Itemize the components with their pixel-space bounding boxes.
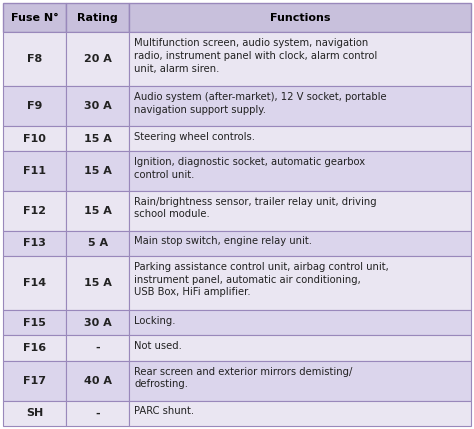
Bar	[129, 401, 471, 426]
Bar	[66, 335, 129, 361]
Bar	[66, 310, 129, 335]
Text: 15 A: 15 A	[84, 206, 112, 216]
Text: PARC shunt.: PARC shunt.	[134, 406, 194, 416]
Text: 5 A: 5 A	[88, 239, 108, 248]
Text: 15 A: 15 A	[84, 166, 112, 176]
Text: Not used.: Not used.	[134, 341, 182, 351]
Bar	[66, 86, 129, 126]
Bar	[3, 310, 66, 335]
Text: F14: F14	[23, 278, 46, 288]
Bar	[3, 151, 66, 191]
Bar	[129, 191, 471, 231]
Bar	[129, 151, 471, 191]
Bar	[129, 256, 471, 310]
Bar	[3, 335, 66, 361]
Text: F9: F9	[27, 101, 42, 111]
Text: Parking assistance control unit, airbag control unit,
instrument panel, automati: Parking assistance control unit, airbag …	[134, 262, 389, 297]
Bar	[3, 33, 66, 86]
Text: F8: F8	[27, 54, 42, 64]
Text: 30 A: 30 A	[84, 317, 112, 328]
Text: 20 A: 20 A	[84, 54, 112, 64]
Bar	[66, 401, 129, 426]
Bar	[129, 3, 471, 33]
Bar	[129, 310, 471, 335]
Text: F11: F11	[23, 166, 46, 176]
Text: F17: F17	[23, 376, 46, 386]
Text: F12: F12	[23, 206, 46, 216]
Bar	[129, 33, 471, 86]
Text: Fuse N°: Fuse N°	[11, 13, 58, 23]
Text: Rain/brightness sensor, trailer relay unit, driving
school module.: Rain/brightness sensor, trailer relay un…	[134, 196, 377, 220]
Bar	[66, 3, 129, 33]
Text: Rear screen and exterior mirrors demisting/
defrosting.: Rear screen and exterior mirrors demisti…	[134, 366, 353, 390]
Bar	[129, 361, 471, 401]
Text: Functions: Functions	[270, 13, 330, 23]
Text: F13: F13	[23, 239, 46, 248]
Bar	[3, 401, 66, 426]
Text: Audio system (after-market), 12 V socket, portable
navigation support supply.: Audio system (after-market), 12 V socket…	[134, 92, 387, 115]
Text: Locking.: Locking.	[134, 316, 176, 326]
Bar	[3, 191, 66, 231]
Bar	[66, 191, 129, 231]
Bar	[3, 361, 66, 401]
Bar	[129, 335, 471, 361]
Text: F10: F10	[23, 133, 46, 144]
Text: -: -	[95, 343, 100, 353]
Bar	[3, 86, 66, 126]
Bar	[3, 126, 66, 151]
Bar	[66, 126, 129, 151]
Text: F15: F15	[23, 317, 46, 328]
Text: 15 A: 15 A	[84, 278, 112, 288]
Text: 30 A: 30 A	[84, 101, 112, 111]
Text: Ignition, diagnostic socket, automatic gearbox
control unit.: Ignition, diagnostic socket, automatic g…	[134, 157, 365, 180]
Text: Steering wheel controls.: Steering wheel controls.	[134, 132, 255, 142]
Bar	[66, 256, 129, 310]
Bar	[66, 33, 129, 86]
Text: SH: SH	[26, 408, 43, 418]
Bar	[129, 126, 471, 151]
Text: Multifunction screen, audio system, navigation
radio, instrument panel with cloc: Multifunction screen, audio system, navi…	[134, 38, 378, 74]
Text: Rating: Rating	[77, 13, 118, 23]
Text: 40 A: 40 A	[84, 376, 112, 386]
Bar	[66, 151, 129, 191]
Bar	[129, 86, 471, 126]
Bar	[3, 231, 66, 256]
Text: Main stop switch, engine relay unit.: Main stop switch, engine relay unit.	[134, 236, 312, 246]
Text: F16: F16	[23, 343, 46, 353]
Bar	[3, 256, 66, 310]
Text: 15 A: 15 A	[84, 133, 112, 144]
Bar	[3, 3, 66, 33]
Text: -: -	[95, 408, 100, 418]
Bar	[66, 361, 129, 401]
Bar	[129, 231, 471, 256]
Bar	[66, 231, 129, 256]
